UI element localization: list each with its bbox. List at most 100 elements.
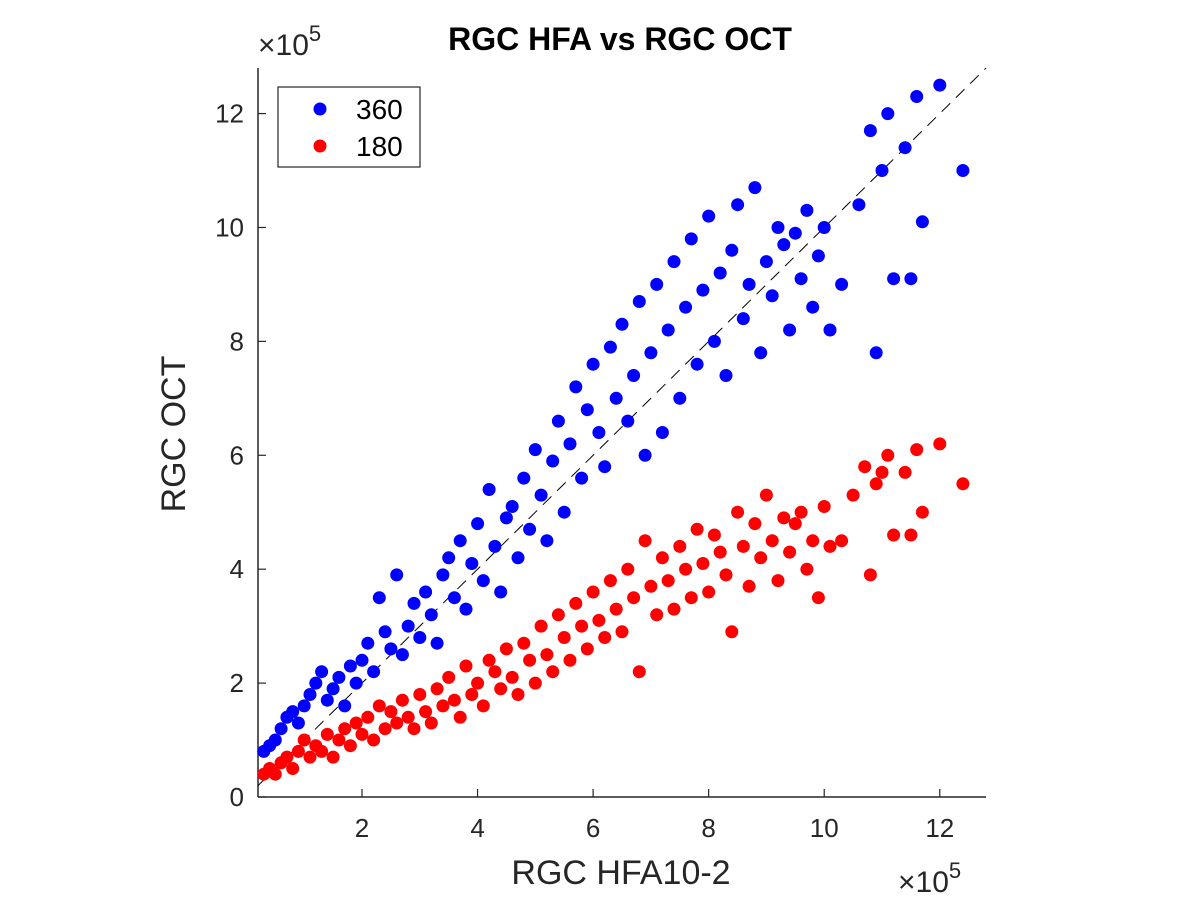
data-point-360 [551,414,565,428]
data-point-360 [320,693,334,707]
y-axis-label: RGC OCT [155,356,193,513]
y-tick-label: 2 [230,668,244,698]
data-point-360 [419,585,433,599]
data-point-180 [488,665,502,679]
data-point-360 [881,107,895,121]
data-point-180 [499,642,513,656]
data-point-180 [580,642,594,656]
data-point-360 [638,448,652,462]
data-point-180 [280,750,294,764]
data-point-360 [563,437,577,451]
data-point-360 [476,574,490,588]
data-point-360 [395,648,409,662]
data-point-360 [627,369,641,382]
data-point-180 [817,500,831,513]
y-tick-label: 6 [230,440,244,470]
data-point-180 [482,653,496,667]
data-point-360 [557,505,571,519]
data-point-180 [603,574,617,588]
data-point-180 [609,602,623,616]
data-point-360 [667,255,681,269]
data-point-180 [725,625,739,639]
data-point-180 [419,705,433,719]
data-point-360 [915,215,929,229]
data-point-360 [511,551,525,565]
data-point-360 [696,283,710,297]
data-point-180 [881,448,895,462]
data-point-180 [447,693,461,707]
data-point-360 [326,682,340,696]
data-point-360 [442,551,456,565]
data-point-180 [286,762,300,775]
data-point-180 [702,585,716,599]
x-tick-label: 6 [586,813,600,843]
data-point-360 [586,357,600,371]
data-point-180 [367,733,381,747]
data-point-360 [759,255,773,269]
data-point-360 [384,642,398,656]
data-point-180 [788,517,802,531]
y-tick-label: 12 [215,99,244,129]
data-point-180 [517,636,531,650]
data-point-360 [655,426,669,439]
data-point-360 [690,357,704,371]
data-point-360 [684,232,698,246]
data-point-180 [869,477,883,491]
data-point-180 [401,710,415,724]
data-point-360 [725,243,739,257]
data-point-360 [580,403,594,417]
data-point-180 [748,517,762,531]
data-point-180 [910,443,924,457]
data-point-360 [887,272,901,286]
data-point-360 [817,221,831,234]
data-point-180 [320,727,334,741]
data-point-180 [372,699,386,713]
data-point-180 [713,545,727,559]
series-180 [257,437,970,781]
data-point-360 [736,312,750,326]
data-point-180 [904,528,918,542]
data-point-360 [523,522,537,536]
data-point-180 [655,551,669,565]
data-point-360 [355,653,369,667]
data-point-360 [910,90,924,103]
data-point-180 [835,534,849,548]
data-point-360 [771,221,785,234]
data-point-180 [384,705,398,719]
data-point-180 [731,505,745,519]
y-axis-multiplier: ×105 [258,21,321,62]
data-point-180 [575,619,589,633]
data-point-180 [684,591,698,605]
data-point-360 [933,78,947,92]
data-point-180 [528,676,542,690]
data-point-180 [453,710,467,724]
data-point-180 [291,744,305,758]
data-point-180 [736,539,750,553]
data-point-360 [413,631,427,644]
data-point-180 [806,534,820,548]
data-point-360 [494,585,508,599]
data-point-360 [528,443,542,457]
data-point-180 [765,534,779,548]
data-point-360 [869,346,883,360]
data-point-180 [690,522,704,536]
data-point-180 [811,591,825,605]
data-point-360 [505,500,519,513]
data-point-360 [852,198,866,212]
data-point-180 [326,750,340,764]
data-point-180 [343,739,357,753]
data-point-360 [650,277,664,291]
data-point-360 [783,323,797,337]
data-point-180 [471,676,485,690]
data-point-180 [823,539,837,553]
data-point-360 [488,539,502,553]
data-point-180 [540,648,554,662]
data-point-360 [546,454,560,468]
legend-label-360: 360 [356,94,403,125]
data-point-180 [349,716,363,730]
data-point-360 [863,124,877,138]
data-point-360 [401,619,415,633]
data-point-360 [459,602,473,616]
data-point-360 [338,699,352,713]
data-point-180 [598,631,612,644]
